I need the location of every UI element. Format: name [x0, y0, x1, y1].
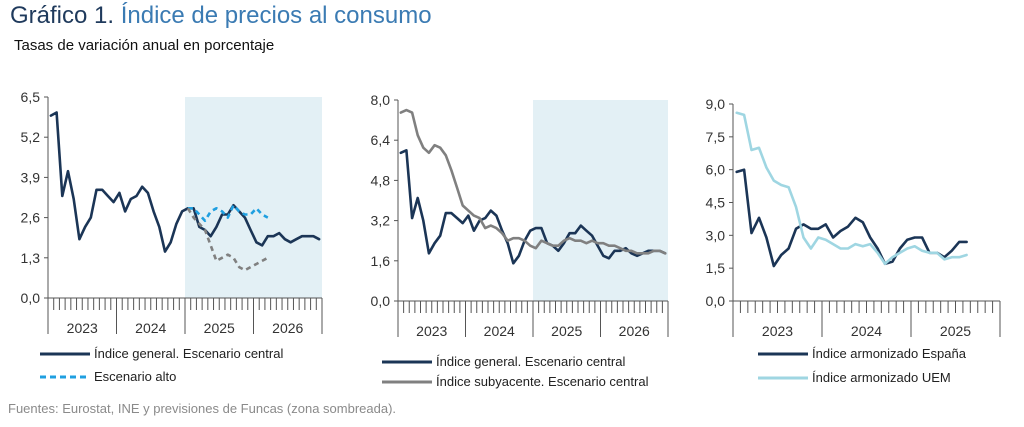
legend-label: Índice subyacente. Escenario central [436, 374, 649, 389]
x-year-label: 2023 [762, 323, 793, 339]
series-line--ndice-armonizado-espa-a [735, 168, 968, 268]
legend-label: Índice armonizado UEM [812, 370, 951, 385]
y-tick-label: 6,5 [21, 89, 41, 105]
y-tick-label: 3,0 [706, 227, 726, 243]
forecast-shaded-area [185, 97, 322, 298]
y-tick-label: 1,3 [21, 250, 41, 266]
y-tick-label: 0,0 [21, 290, 41, 306]
series-line-escenario-bajo [186, 207, 269, 272]
y-tick-label: 7,5 [706, 129, 726, 145]
series-line-escenario-alto [187, 203, 269, 222]
chart-panel-ipca-espana-uem: 0,0 1,5 3,0 4,5 6,0 7,5 9,0 2023 2024 2025 Índice … [706, 96, 1001, 385]
y-tick-label: 0,0 [371, 293, 391, 309]
y-tick-label: 2,6 [21, 210, 41, 226]
y-tick-label: 1,6 [371, 253, 391, 269]
x-year-label: 2024 [484, 323, 515, 339]
series-line--ndice-general-escenario-central [399, 149, 667, 265]
figure-number: Gráfico 1. [10, 2, 115, 29]
y-tick-label: 3,9 [21, 169, 41, 185]
y-tick-label: 9,0 [706, 96, 726, 112]
x-year-label: 2025 [204, 320, 235, 336]
y-tick-label: 8,0 [371, 92, 391, 108]
x-year-label: 2026 [619, 323, 650, 339]
figure-title-text: Índice de precios al consumo [120, 2, 432, 29]
legend-label: Índice general. Escenario central [94, 346, 283, 361]
y-tick-label: 4,8 [371, 172, 391, 188]
source-note: Fuentes: Eurostat, INE y previsiones de … [8, 401, 397, 416]
y-tick-label: 1,5 [706, 260, 726, 276]
x-year-label: 2024 [851, 323, 882, 339]
y-tick-label: 6,0 [706, 162, 726, 178]
figure-subtitle: Tasas de variación anual en porcentaje [14, 37, 275, 54]
x-year-label: 2023 [67, 320, 98, 336]
x-year-label: 2026 [272, 320, 303, 336]
series-line--ndice-subyacente-escenario-central [399, 108, 667, 255]
x-year-label: 2025 [940, 323, 971, 339]
x-year-label: 2025 [551, 323, 582, 339]
series-line--ndice-general-escenario-central [49, 111, 321, 253]
y-tick-label: 6,4 [371, 132, 391, 148]
legend-label: Escenario alto [94, 369, 176, 384]
chart-panel-ipc-escenarios: 0,0 1,3 2,6 3,9 5,2 6,5 2023 2024 2025 2026 Índice… [21, 89, 323, 384]
chart-panel-ipc-subyacente: 0,0 1,6 3,2 4,8 6,4 8,0 2023 2024 2025 2026 Índice… [371, 92, 669, 389]
legend-label: Índice armonizado España [812, 346, 967, 361]
y-tick-label: 0,0 [706, 293, 726, 309]
y-tick-label: 4,5 [706, 195, 726, 211]
figure-title: Gráfico 1. Índice de precios al consumo [10, 2, 432, 30]
series-line--ndice-armonizado-uem [735, 111, 968, 266]
forecast-shaded-area [533, 100, 668, 301]
x-year-label: 2024 [135, 320, 166, 336]
y-tick-label: 5,2 [21, 129, 41, 145]
y-tick-label: 3,2 [371, 213, 391, 229]
x-year-label: 2023 [416, 323, 447, 339]
legend-label: Índice general. Escenario central [436, 354, 625, 369]
